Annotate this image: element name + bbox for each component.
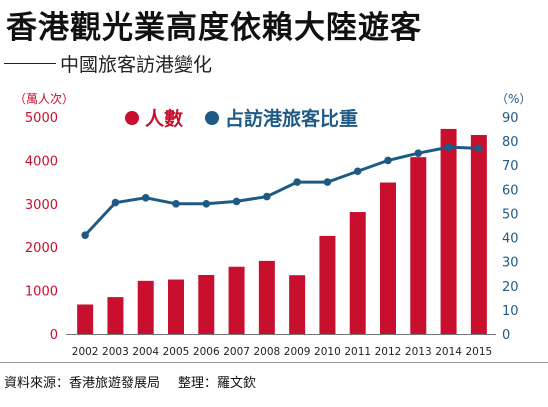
bar-2011 bbox=[349, 212, 366, 334]
share-point-2005 bbox=[172, 200, 180, 208]
bar-2012 bbox=[380, 182, 396, 334]
right-axis-unit: （%） bbox=[496, 92, 532, 106]
legend-line-swatch bbox=[205, 110, 220, 125]
share-point-2004 bbox=[141, 193, 150, 202]
footer-divider bbox=[0, 362, 548, 363]
x-tick-label-2012: 2012 bbox=[375, 346, 402, 358]
bar-2008 bbox=[258, 260, 275, 334]
subtitle-dash bbox=[4, 63, 56, 64]
source-text: 資料來源：香港旅遊發展局 bbox=[4, 376, 161, 391]
right-tick-label-8: 80 bbox=[502, 135, 519, 150]
x-tick-label-2005: 2005 bbox=[163, 346, 190, 358]
bar-2007 bbox=[228, 266, 245, 334]
chart-subtitle: 中國旅客訪港變化 bbox=[60, 54, 213, 76]
share-line bbox=[84, 145, 479, 237]
x-tick-label-2014: 2014 bbox=[435, 346, 462, 358]
right-tick-label-4: 40 bbox=[502, 232, 519, 247]
bar-2002 bbox=[77, 304, 94, 334]
bar-2005 bbox=[168, 279, 184, 334]
source-line: 資料來源：香港旅遊發展局 整理：羅文欽 bbox=[4, 372, 256, 391]
right-tick-label-5: 50 bbox=[502, 207, 519, 222]
right-tick-label-0: 0 bbox=[502, 328, 510, 343]
x-tick-label-2008: 2008 bbox=[253, 346, 280, 358]
chart-plot: 0 1000 2000 3000 4000 5000 0 10 20 30 40 50 60 70 80 90… bbox=[25, 111, 519, 358]
x-tick-label-2006: 2006 bbox=[193, 346, 220, 358]
chart-title: 香港觀光業高度依賴大陸遊客 bbox=[6, 10, 422, 46]
legend-item-visitors: 人數 bbox=[125, 104, 183, 131]
share-point-2007 bbox=[232, 197, 241, 206]
share-point-2011 bbox=[353, 167, 362, 176]
share-point-2014 bbox=[444, 143, 453, 151]
bar-2004 bbox=[137, 280, 154, 334]
share-point-2003 bbox=[111, 198, 120, 207]
share-point-2015 bbox=[475, 144, 483, 153]
x-tick-label-2015: 2015 bbox=[465, 346, 492, 358]
right-tick-label-9: 90 bbox=[502, 111, 519, 126]
x-tick-label-2004: 2004 bbox=[132, 346, 159, 358]
x-tick-label-2002: 2002 bbox=[72, 346, 99, 358]
legend: 人數 占訪港旅客比重 bbox=[125, 104, 380, 131]
left-axis-unit: （萬人次） bbox=[14, 92, 75, 106]
share-point-2009 bbox=[293, 178, 301, 186]
left-tick-label-1: 1000 bbox=[25, 285, 58, 300]
right-tick-label-3: 30 bbox=[502, 256, 519, 271]
share-point-2010 bbox=[323, 178, 332, 186]
bar-2015 bbox=[470, 135, 487, 334]
left-tick-label-2: 2000 bbox=[25, 241, 58, 256]
legend-label-visitors: 人數 bbox=[145, 108, 184, 130]
x-tick-label-2009: 2009 bbox=[284, 346, 311, 358]
editor-text: 整理：羅文欽 bbox=[178, 376, 257, 391]
bar-2003 bbox=[107, 297, 124, 334]
bar-2010 bbox=[319, 235, 336, 334]
left-tick-label-5: 5000 bbox=[25, 111, 58, 126]
share-point-2002 bbox=[81, 231, 89, 239]
subtitle-row: 中國旅客訪港變化 bbox=[4, 50, 212, 77]
bar-2006 bbox=[198, 274, 215, 334]
x-tick-label-2011: 2011 bbox=[344, 346, 371, 358]
right-tick-label-1: 10 bbox=[502, 304, 519, 319]
left-tick-label-3: 3000 bbox=[25, 198, 58, 213]
share-point-2013 bbox=[414, 149, 423, 157]
bar-2013 bbox=[410, 157, 427, 334]
x-tick-label-2013: 2013 bbox=[405, 346, 432, 358]
right-tick-label-7: 70 bbox=[502, 159, 519, 174]
share-point-2012 bbox=[384, 156, 392, 165]
left-tick-label-4: 4000 bbox=[25, 154, 58, 169]
x-tick-label-2007: 2007 bbox=[223, 346, 250, 358]
share-point-2008 bbox=[263, 192, 271, 201]
right-tick-label-2: 20 bbox=[502, 280, 519, 295]
legend-bar-swatch bbox=[125, 110, 139, 125]
x-tick-label-2003: 2003 bbox=[102, 346, 129, 358]
legend-label-share: 占訪港旅客比重 bbox=[225, 108, 359, 130]
legend-item-share: 占訪港旅客比重 bbox=[205, 104, 358, 131]
share-point-2006 bbox=[202, 200, 211, 208]
left-tick-label-0: 0 bbox=[50, 328, 58, 343]
bar-2009 bbox=[289, 275, 306, 334]
bar-2014 bbox=[440, 128, 457, 334]
x-tick-label-2010: 2010 bbox=[314, 346, 341, 358]
right-tick-label-6: 60 bbox=[502, 183, 519, 198]
